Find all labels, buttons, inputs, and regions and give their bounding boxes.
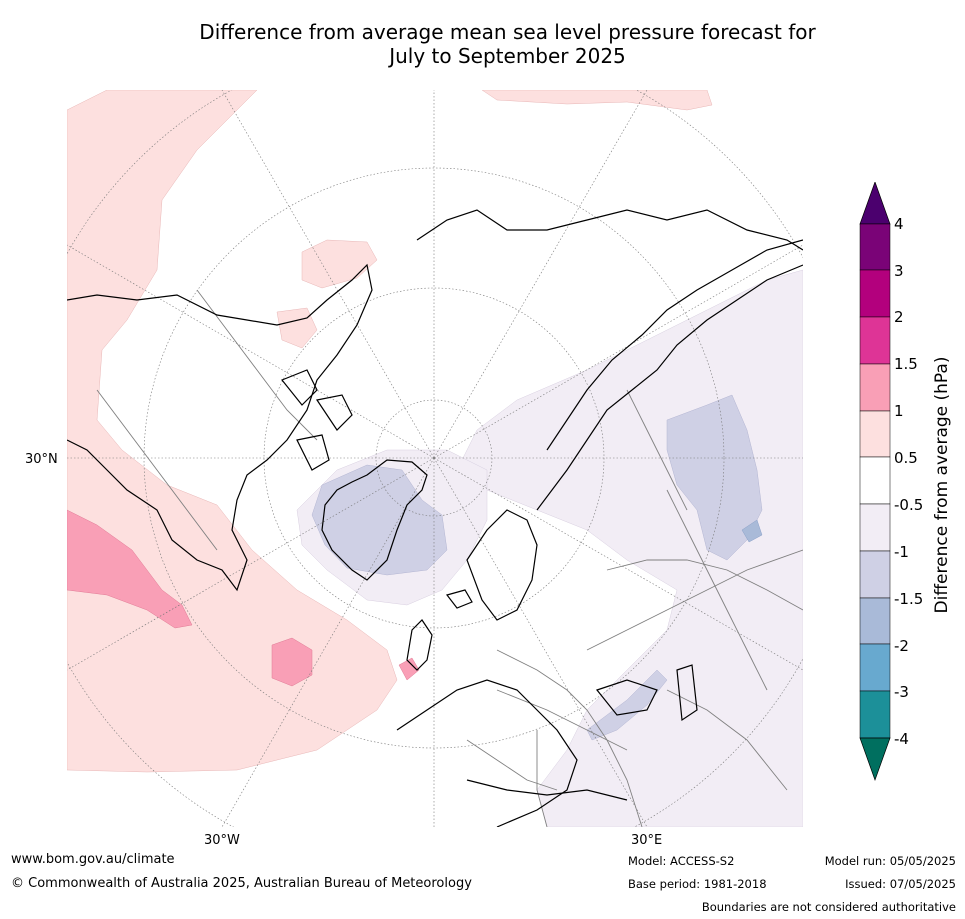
colorbar <box>859 182 891 782</box>
chart-title: Difference from average mean sea level p… <box>130 20 885 68</box>
scandinavia-coast <box>466 509 538 621</box>
lon-label-30e: 30°E <box>631 833 663 848</box>
north-america-coast <box>67 263 373 592</box>
anomaly-1-1.5-pacific <box>67 509 193 629</box>
colorbar-tick-neg2: -2 <box>894 637 909 655</box>
colorbar-tick-neg1: -1 <box>894 543 909 561</box>
country-borders <box>96 289 803 827</box>
colorbar-bin-neg2-neg1.5 <box>859 597 891 645</box>
caspian-coast <box>676 664 698 722</box>
coastlines <box>67 209 803 827</box>
colorbar-bin-0.5-1 <box>859 410 891 458</box>
colorbar-tick-1: 1 <box>894 402 904 420</box>
footer-model: Model: ACCESS-S2 <box>628 854 735 868</box>
asia-top-coast <box>416 209 803 251</box>
title-line-2: July to September 2025 <box>389 44 626 68</box>
anomaly-0.5-1-west <box>67 90 398 773</box>
map-panel <box>67 90 803 827</box>
colorbar-tick-4: 4 <box>894 215 904 233</box>
colorbar-bin-neg0.5-0.5 <box>859 456 891 505</box>
greenland-coast <box>321 459 428 581</box>
europe-coast <box>396 679 578 827</box>
colorbar-tick-1.5: 1.5 <box>894 355 918 373</box>
colorbar-tick-neg1.5: -1.5 <box>894 590 924 608</box>
eurasia-coast <box>536 264 803 511</box>
graticule <box>67 90 803 827</box>
colorbar-bin-1-1.5 <box>859 363 891 412</box>
polar-map <box>67 90 803 827</box>
lat-label-30n: 30°N <box>25 452 58 467</box>
colorbar-bin-3-4 <box>859 223 891 271</box>
colorbar-arrow-top <box>859 182 891 225</box>
colorbar-bin-neg1.5-neg1 <box>859 550 891 599</box>
footer-copyright: © Commonwealth of Australia 2025, Austra… <box>11 876 472 891</box>
anomaly-neg1-neg1.5-siberia <box>666 394 763 561</box>
colorbar-arrow-bottom <box>859 737 891 782</box>
colorbar-tick-3: 3 <box>894 262 904 280</box>
colorbar-tick-neg3: -3 <box>894 683 909 701</box>
iceland-coast <box>445 589 473 609</box>
lon-label-30w: 30°W <box>204 833 240 848</box>
colorbar-tick-2: 2 <box>894 308 904 326</box>
colorbar-tick-neg0.5: -0.5 <box>894 496 924 514</box>
colorbar-tick-0.5: 0.5 <box>894 449 918 467</box>
black-sea-coast <box>595 679 658 716</box>
footer-issued: Issued: 07/05/2025 <box>845 877 956 891</box>
footer-website: www.bom.gov.au/climate <box>11 852 175 867</box>
anomaly-neg1.5-neg2-spot <box>741 519 763 543</box>
anomaly-fills <box>67 90 803 827</box>
anomaly-0.5-1-arctic <box>301 239 378 289</box>
colorbar-bin-2-3 <box>859 269 891 318</box>
colorbar-bin-neg4-neg3 <box>859 690 891 739</box>
anomaly-1-1.5-mid <box>271 637 313 687</box>
colorbar-bin-1.5-2 <box>859 316 891 365</box>
colorbar-bin-neg3-neg2 <box>859 643 891 692</box>
footer-base-period: Base period: 1981-2018 <box>628 877 767 891</box>
footer-disclaimer: Boundaries are not considered authoritat… <box>701 900 956 914</box>
colorbar-bin-neg1-neg0.5 <box>859 503 891 552</box>
colorbar-tick-neg4: -4 <box>894 730 909 748</box>
footer-model-run: Model run: 05/05/2025 <box>824 854 956 868</box>
title-line-1: Difference from average mean sea level p… <box>199 20 816 44</box>
anomaly-0.5-1-north <box>481 90 713 111</box>
anomaly-neg0.5-neg1-eurasia <box>461 269 803 827</box>
uk-coast <box>406 619 433 671</box>
colorbar-title: Difference from average (hPa) <box>932 356 952 614</box>
anomaly-neg1-neg1.5-europe <box>586 669 668 741</box>
anomaly-neg1-neg1.5-greenland <box>311 464 448 576</box>
